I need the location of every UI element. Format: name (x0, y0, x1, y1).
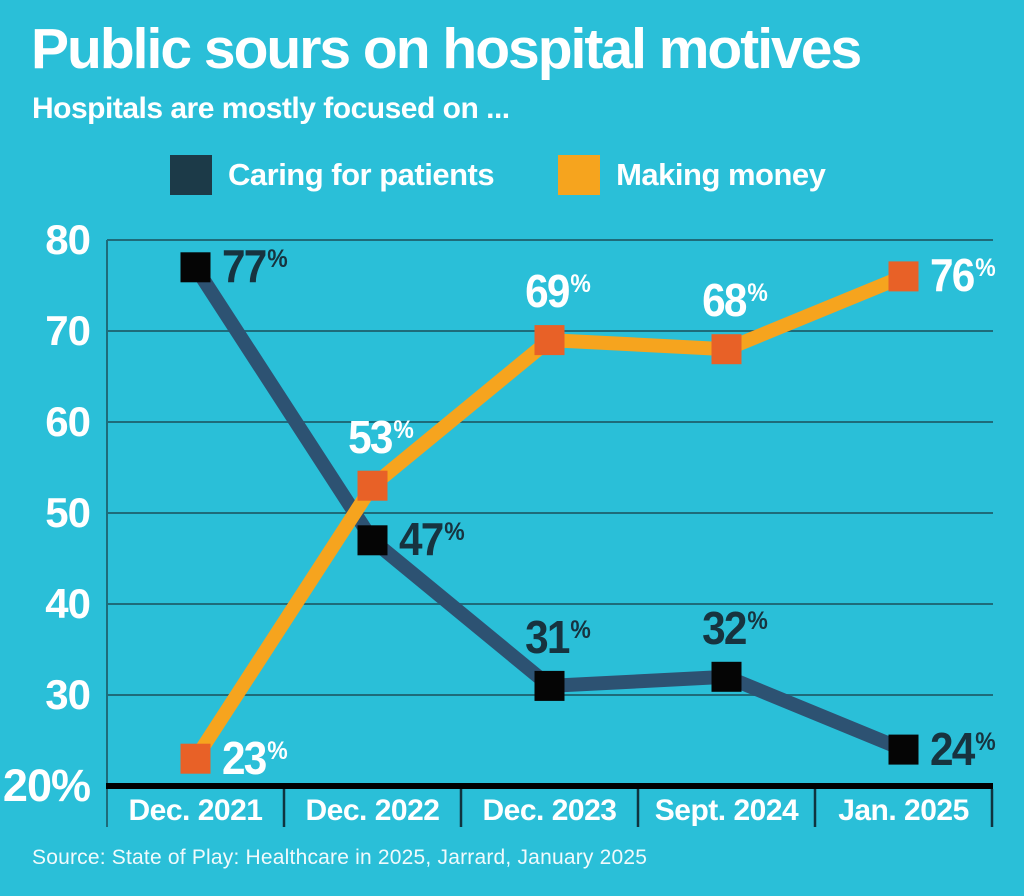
data-label-percent-sign: % (974, 254, 996, 283)
series-0-marker (534, 670, 565, 701)
series-1-marker (180, 743, 211, 774)
data-label-percent-sign: % (443, 518, 465, 547)
data-label-value: 69 (524, 265, 570, 318)
data-label-percent-sign: % (746, 279, 768, 308)
data-label-percent-sign: % (569, 270, 591, 299)
legend: Caring for patients Making money (170, 155, 826, 195)
legend-item-caring: Caring for patients (170, 155, 495, 195)
data-label-value: 32 (701, 601, 747, 654)
data-label: 69% (525, 268, 591, 322)
legend-item-money: Making money (558, 155, 826, 195)
data-label: 77% (222, 243, 288, 297)
series-1-marker (711, 334, 742, 365)
data-label-value: 77 (221, 240, 267, 293)
data-label-value: 76 (929, 249, 975, 302)
data-label: 23% (222, 735, 288, 789)
series-0-marker (888, 734, 919, 765)
y-tick-label: 30 (45, 671, 91, 718)
data-label: 32% (702, 605, 768, 659)
x-tick-label: Jan. 2025 (838, 794, 969, 827)
data-label: 31% (525, 614, 591, 668)
y-tick-label: 40 (45, 580, 91, 627)
x-tick-label: Dec. 2023 (482, 794, 617, 827)
data-label: 24% (930, 726, 996, 780)
legend-label-money: Making money (616, 157, 826, 192)
data-label-percent-sign: % (392, 415, 414, 444)
data-label-percent-sign: % (266, 245, 288, 274)
data-label-value: 47 (398, 513, 444, 566)
y-tick-label: 70 (45, 307, 91, 354)
data-label: 68% (702, 277, 768, 331)
chart-title: Public sours on hospital motives (31, 17, 862, 81)
legend-swatch-money (558, 155, 601, 195)
data-label-value: 31 (524, 610, 570, 663)
y-tick-label: 80 (45, 216, 91, 263)
x-tick-label: Dec. 2022 (305, 794, 440, 827)
data-label-value: 24 (929, 722, 975, 775)
data-label: 76% (930, 252, 996, 306)
y-tick-label: 20% (2, 760, 91, 811)
series-0-marker (357, 525, 388, 556)
legend-label-caring: Caring for patients (228, 157, 495, 192)
data-label-percent-sign: % (266, 736, 288, 765)
series-1-marker (534, 325, 565, 356)
x-axis-line (106, 783, 993, 789)
x-tick-label: Dec. 2021 (128, 794, 263, 827)
data-label: 47% (399, 516, 465, 570)
data-label-value: 68 (701, 274, 747, 327)
series-1-marker (357, 470, 388, 501)
data-label-percent-sign: % (746, 606, 768, 635)
chart-subtitle: Hospitals are mostly focused on ... (32, 92, 510, 125)
series-0-marker (180, 252, 211, 283)
legend-swatch-caring (170, 155, 212, 195)
series-1-marker (888, 261, 919, 292)
data-label-percent-sign: % (569, 615, 591, 644)
series-0-marker (711, 661, 742, 692)
data-label-percent-sign: % (974, 727, 996, 756)
data-label-value: 53 (347, 410, 393, 463)
data-label: 53% (348, 414, 414, 468)
x-tick-label: Sept. 2024 (654, 794, 799, 827)
y-tick-label: 60 (45, 398, 91, 445)
data-label-value: 23 (221, 731, 267, 784)
y-tick-label: 50 (45, 489, 91, 536)
source-note: Source: State of Play: Healthcare in 202… (32, 846, 648, 869)
